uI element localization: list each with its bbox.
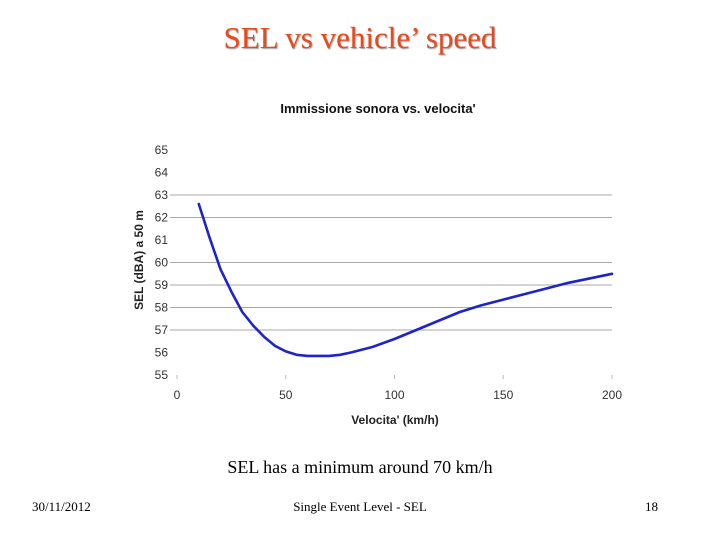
x-tick-label: 0	[174, 388, 181, 402]
y-tick-label: 62	[155, 211, 169, 225]
y-tick-label: 59	[155, 278, 169, 292]
y-tick-label: 60	[155, 256, 169, 270]
y-tick-label: 65	[155, 143, 169, 157]
x-tick-label: 50	[279, 388, 293, 402]
x-tick-label: 100	[384, 388, 404, 402]
slide-title: SEL vs vehicle’ speed	[223, 20, 497, 55]
x-axis-label: Velocita' (km/h)	[351, 413, 439, 427]
y-tick-label: 63	[155, 188, 169, 202]
y-axis-label: SEL (dBA) a 50 m	[132, 210, 146, 310]
y-tick-label: 57	[155, 323, 169, 337]
y-tick-label: 58	[155, 301, 169, 315]
slide-caption: SEL has a minimum around 70 km/h	[227, 457, 493, 477]
footer-date: 30/11/2012	[32, 499, 91, 514]
tick-layer: 55 56 57 58 59 60 61 62 63 64 65 0 50 100 150 200	[155, 143, 623, 402]
page-number: 18	[645, 499, 658, 514]
chart-title: Immissione sonora vs. velocita'	[280, 101, 475, 116]
x-tick-label: 150	[493, 388, 513, 402]
y-tick-label: 61	[155, 233, 169, 247]
series-line-sel	[197, 202, 614, 358]
y-tick-label: 55	[155, 368, 169, 382]
x-tick-label: 200	[602, 388, 622, 402]
grid-layer	[170, 194, 612, 331]
footer-title: Single Event Level - SEL	[293, 499, 427, 514]
y-tick-label: 64	[155, 166, 169, 180]
y-tick-label: 56	[155, 346, 169, 360]
